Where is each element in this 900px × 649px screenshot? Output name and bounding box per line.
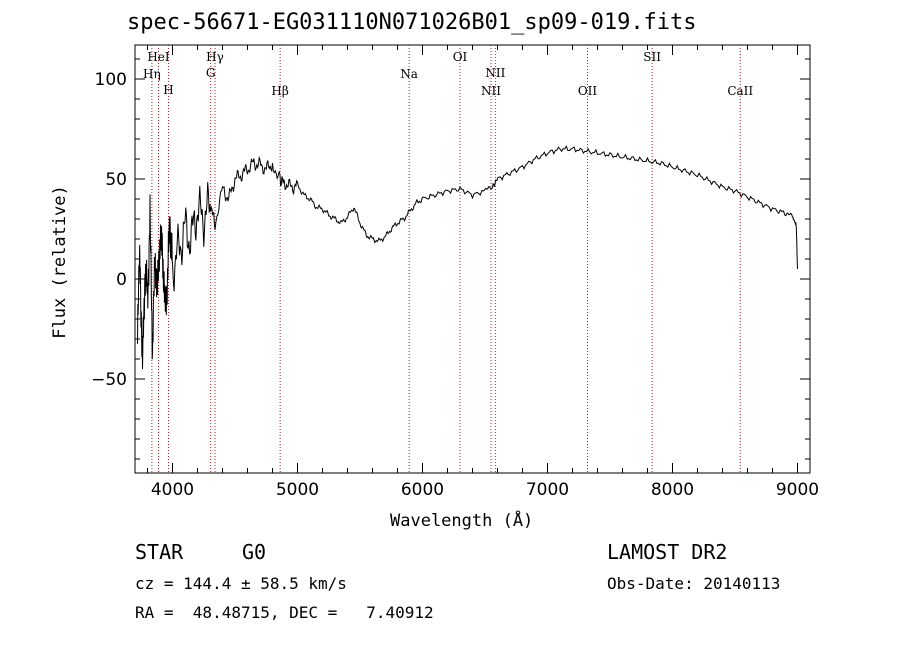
class-label: STAR — [135, 540, 184, 564]
line-label: NII — [485, 66, 505, 80]
radec-readout: RA = 48.48715, DEC = 7.40912 — [135, 603, 434, 622]
x-tick-label: 7000 — [526, 480, 569, 500]
line-label: NII — [481, 84, 501, 98]
y-axis-label: Flux (relative) — [50, 185, 70, 339]
line-label: HeI — [147, 50, 170, 64]
x-tick-label: 4000 — [151, 480, 194, 500]
x-tick-label: 8000 — [651, 480, 694, 500]
line-label: Hη — [143, 67, 161, 81]
obs-date-readout: Obs-Date: 20140113 — [607, 574, 781, 593]
spectrum-line — [137, 145, 798, 370]
line-label: CaII — [727, 84, 753, 98]
line-label: SII — [643, 50, 661, 64]
survey-label: LAMOST DR2 — [607, 540, 728, 564]
x-axis-label: Wavelength (Å) — [390, 511, 534, 531]
line-label: G — [206, 66, 216, 80]
y-tick-label: −50 — [91, 370, 127, 390]
line-label: OII — [578, 84, 598, 98]
line-label: Hβ — [271, 84, 288, 98]
plot-frame — [134, 44, 811, 474]
x-tick-label: 6000 — [401, 480, 444, 500]
line-label: Na — [400, 67, 418, 81]
line-label: OI — [453, 50, 468, 64]
line-label: Hγ — [206, 50, 224, 64]
line-label: H — [163, 83, 173, 97]
subclass-label: G0 — [242, 540, 267, 564]
chart-title: spec-56671-EG031110N071026B01_sp09-019.f… — [127, 10, 697, 35]
x-tick-label: 9000 — [776, 480, 819, 500]
y-tick-label: 50 — [105, 170, 127, 190]
y-tick-label: 0 — [116, 270, 127, 290]
x-tick-label: 5000 — [276, 480, 319, 500]
cz-readout: cz = 144.4 ± 58.5 km/s — [135, 574, 347, 593]
y-tick-label: 100 — [95, 70, 127, 90]
